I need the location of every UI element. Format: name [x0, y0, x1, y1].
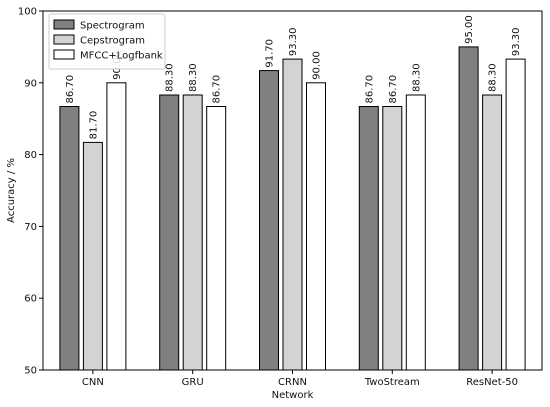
legend-swatch: [53, 34, 75, 45]
y-axis-title: Accuracy / %: [6, 158, 17, 223]
bar-value-label: 86.70: [364, 75, 375, 104]
bar-value-label: 93.30: [288, 27, 299, 56]
bar: [405, 94, 426, 371]
bar-value-label: 81.70: [88, 111, 99, 140]
bar-value-label: 86.70: [212, 75, 223, 104]
bar-value-label: 90.00: [312, 51, 323, 80]
bar: [482, 94, 503, 371]
bar-value-label: 95.00: [464, 15, 475, 44]
bar: [458, 46, 479, 371]
bar: [358, 105, 379, 371]
x-tick-label: CRNN: [278, 377, 307, 388]
bar-value-label: 93.30: [511, 27, 522, 56]
bar-value-label: 88.30: [188, 63, 199, 92]
legend: Spectrogram Cepstrogram MFCC+Logfbank: [48, 13, 166, 70]
x-tick-label: CNN: [82, 377, 104, 388]
bar: [206, 105, 227, 371]
x-tick-label: TwoStream: [364, 377, 420, 388]
x-tick-label: ResNet-50: [466, 377, 518, 388]
bars-layer: [59, 46, 526, 371]
y-tick-label: 90: [24, 78, 37, 89]
bar: [82, 141, 103, 371]
y-tick-label: 50: [24, 366, 37, 377]
legend-box: [48, 13, 166, 70]
legend-swatch: [53, 49, 75, 60]
bar: [505, 58, 526, 371]
bar: [306, 82, 326, 371]
legend-label: Cepstrogram: [80, 36, 145, 47]
x-axis-title: Network: [272, 390, 314, 401]
bar: [106, 82, 127, 371]
bar: [259, 70, 279, 371]
bar: [159, 94, 180, 371]
bar-value-label: 86.70: [65, 75, 76, 104]
y-tick-label: 70: [24, 222, 37, 233]
bar-value-label: 88.30: [488, 63, 499, 92]
bar: [282, 58, 303, 371]
bar: [182, 94, 203, 371]
legend-label: MFCC+Logfbank: [80, 51, 163, 62]
y-tick-label: 100: [18, 7, 37, 18]
legend-swatch: [53, 19, 75, 30]
x-tick-label: GRU: [182, 377, 204, 388]
bar: [382, 105, 403, 371]
y-tick-label: 60: [24, 294, 37, 305]
bar: [59, 105, 80, 371]
y-axis: 50 60 70 80 90 100: [18, 7, 43, 377]
bar-value-label: 88.30: [411, 63, 422, 92]
x-axis: CNN GRU CRNN TwoStream ResNet-50: [82, 370, 518, 388]
bar-value-label: 86.70: [388, 75, 399, 104]
legend-label: Spectrogram: [80, 21, 145, 32]
y-tick-label: 80: [24, 150, 37, 161]
bar-value-label: 91.70: [265, 39, 276, 68]
bar-value-label: 88.30: [165, 63, 176, 92]
